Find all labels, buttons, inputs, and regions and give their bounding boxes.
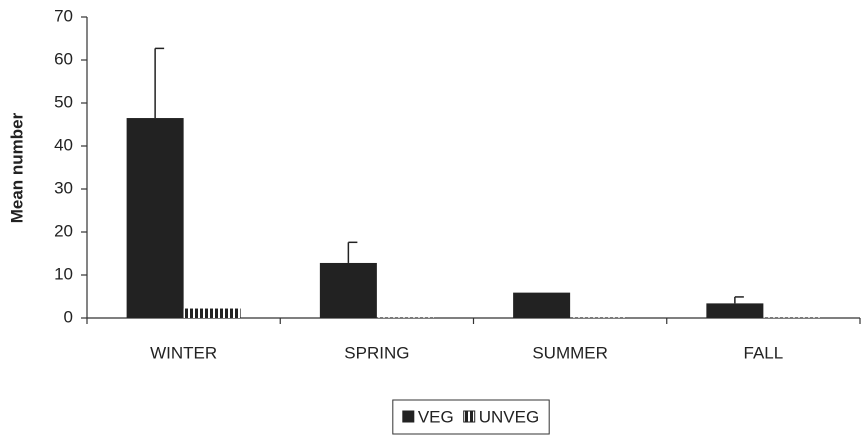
y-tick-label: 0 bbox=[64, 307, 73, 326]
legend-swatch bbox=[464, 411, 475, 422]
bar bbox=[184, 309, 241, 318]
y-tick-label: 60 bbox=[54, 49, 73, 68]
bar bbox=[706, 303, 763, 318]
y-tick-label: 10 bbox=[54, 264, 73, 283]
y-tick-label: 70 bbox=[54, 6, 73, 25]
legend-label: UNVEG bbox=[479, 407, 539, 426]
bar bbox=[513, 293, 570, 318]
x-tick-label: SUMMER bbox=[532, 343, 608, 362]
y-tick-label: 30 bbox=[54, 178, 73, 197]
x-tick-label: SPRING bbox=[344, 343, 409, 362]
x-tick-label: FALL bbox=[744, 343, 784, 362]
bar bbox=[320, 263, 377, 318]
y-tick-label: 50 bbox=[54, 92, 73, 111]
y-axis-label: Mean number bbox=[7, 112, 26, 223]
y-tick-label: 20 bbox=[54, 221, 73, 240]
legend-label: VEG bbox=[418, 407, 454, 426]
bar bbox=[127, 118, 184, 318]
legend-swatch bbox=[403, 411, 414, 422]
x-tick-label: WINTER bbox=[150, 343, 217, 362]
y-tick-label: 40 bbox=[54, 135, 73, 154]
